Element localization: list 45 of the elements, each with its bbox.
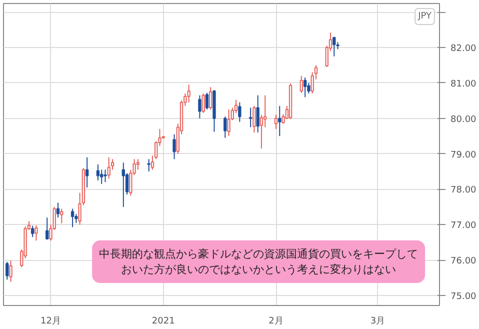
candlestick (332, 36, 336, 57)
x-tick-label: 2月 (268, 316, 284, 326)
candlestick (256, 94, 260, 134)
candlestick (6, 261, 9, 280)
candlestick (252, 105, 256, 134)
y-tick-label: 78.00 (450, 186, 477, 196)
y-tick-label: 82.00 (450, 44, 477, 54)
candlestick (278, 105, 282, 137)
annotation: 中長期的な観点から豪ドルなどの資源国通貨の買いをキープしておいた方が良いのではないかという考えに変わりはない (99, 247, 418, 276)
candlestick (104, 169, 107, 183)
x-tick-label: 3月 (370, 316, 386, 326)
candlestick (56, 202, 60, 218)
candlestick (202, 93, 205, 114)
candlestick (187, 84, 190, 103)
candlestick (300, 75, 304, 94)
candlestick (198, 94, 202, 119)
y-tick-label: 79.00 (450, 150, 477, 160)
candlestick (238, 102, 242, 122)
candlestick (107, 156, 110, 180)
candlestick (248, 107, 252, 128)
candlestick (30, 225, 34, 238)
candlestick (227, 108, 230, 137)
candlestick (205, 92, 209, 110)
candlestick (85, 156, 89, 188)
candlestick (46, 217, 49, 240)
candlestick (147, 158, 150, 172)
candlestick (172, 134, 176, 160)
candlestick (34, 224, 38, 242)
candlestick (60, 208, 64, 224)
y-tick-label: 80.00 (450, 114, 477, 125)
candlestick (224, 116, 227, 138)
y-axis-title: JPY (417, 12, 432, 22)
y-tick-label: 75.00 (450, 292, 477, 302)
candlestick (70, 208, 74, 228)
x-tick-label: 12月 (40, 316, 61, 326)
y-tick-label: 81.00 (450, 79, 477, 90)
candlestick (303, 77, 307, 98)
candlestick (96, 164, 100, 181)
candlestick (122, 162, 125, 208)
candlestick (209, 86, 212, 110)
candlestick (274, 114, 278, 130)
y-tick-label: 76.00 (450, 256, 477, 267)
y-tick-label: 77.00 (450, 221, 477, 232)
x-tick-label: 2021 (152, 316, 175, 326)
candlestick (9, 260, 12, 282)
